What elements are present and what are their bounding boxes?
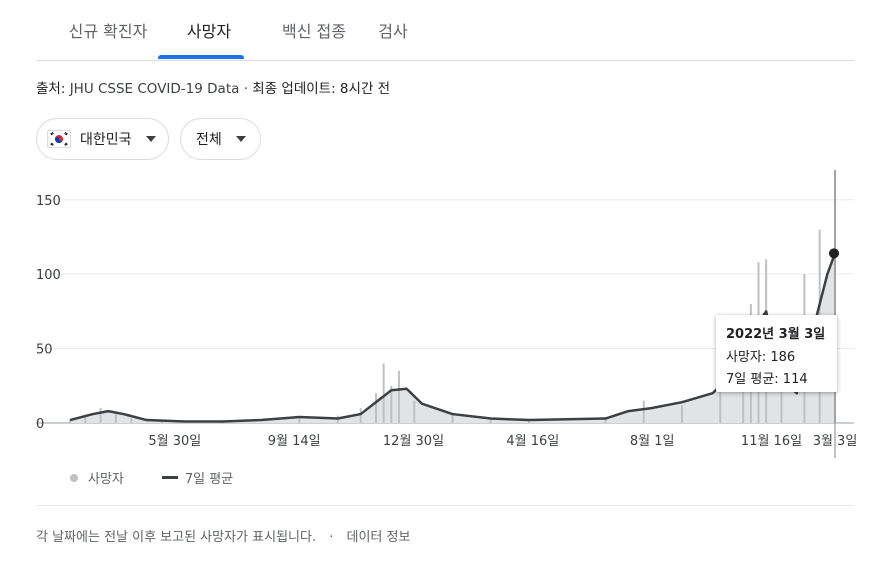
tab-tests[interactable]: 검사 (378, 22, 408, 41)
deaths-bar (298, 418, 301, 423)
y-tick-label: 100 (36, 268, 61, 283)
tab-vaccination[interactable]: 백신 접종 (282, 22, 346, 41)
legend-deaths-swatch (70, 473, 78, 482)
tab-bar: 신규 확진자 사망자 백신 접종 검사 (36, 0, 854, 61)
source-separator: · (243, 81, 248, 97)
legend-deaths-label: 사망자 (88, 472, 124, 487)
data-info-link[interactable]: 데이터 정보 (346, 530, 411, 545)
country-label: 대한민국 (80, 132, 132, 148)
footer-divider (36, 505, 854, 506)
legend-average-label: 7일 평균 (184, 472, 234, 487)
deaths-bar (489, 418, 492, 423)
last-updated: 최종 업데이트: 8시간 전 (252, 81, 391, 97)
deaths-bar (528, 420, 530, 423)
x-tick-label: 5월 30일 (148, 434, 201, 449)
south-korea-flag-icon (47, 130, 71, 148)
deaths-bar (130, 418, 133, 423)
x-tick-label: 12월 30일 (383, 434, 444, 449)
tab-deaths[interactable]: 사망자 (186, 22, 232, 41)
deaths-bar (604, 418, 607, 423)
range-dropdown[interactable]: 전체 (180, 118, 261, 160)
deaths-bar (397, 370, 400, 423)
country-dropdown[interactable]: 대한민국 (36, 118, 169, 160)
deaths-bar (681, 405, 683, 423)
deaths-bar (99, 408, 102, 423)
x-tick-label: 4월 16일 (506, 434, 559, 449)
deaths-bar (413, 400, 416, 423)
x-tick-label: 11월 16일 (741, 434, 802, 449)
highlight-point (829, 248, 839, 259)
tooltip-date: 2022년 3월 3일 (726, 327, 826, 342)
chart-tooltip: 2022년 3월 3일 사망자: 186 7일 평균: 114 (716, 315, 837, 392)
footer-note: 각 날짜에는 전날 이후 보고된 사망자가 표시됩니다. (36, 530, 317, 545)
average-line (69, 252, 837, 423)
deaths-bar (69, 420, 71, 423)
tab-new-cases[interactable]: 신규 확진자 (68, 22, 148, 41)
source-prefix: 출처: (36, 81, 66, 97)
deaths-bar (719, 385, 722, 423)
deaths-bar (780, 363, 783, 423)
legend-average-swatch (161, 476, 178, 479)
tooltip-average: 7일 평균: 114 (726, 372, 808, 387)
deaths-bar (160, 421, 163, 423)
footer: 각 날짜에는 전날 이후 보고된 사망자가 표시됩니다. · 데이터 정보 (36, 526, 410, 545)
y-tick-label: 150 (36, 194, 61, 209)
chart-legend: 사망자 7일 평균 (70, 468, 233, 487)
chevron-down-icon (235, 136, 246, 142)
deaths-bar (382, 363, 385, 423)
deaths-bar (359, 408, 362, 423)
data-source-line: 출처: JHU CSSE COVID-19 Data · 최종 업데이트: 8시… (36, 77, 390, 97)
footer-separator: · (329, 530, 334, 545)
deaths-bar (451, 414, 454, 423)
deaths-bar (375, 393, 377, 423)
x-tick-label: 9월 14일 (268, 434, 321, 449)
deaths-bar (114, 414, 117, 423)
range-label: 전체 (196, 132, 222, 148)
chevron-down-icon (145, 136, 156, 142)
deaths-bar (84, 415, 87, 423)
y-tick-label: 0 (36, 417, 44, 432)
tooltip-deaths: 사망자: 186 (726, 350, 796, 365)
deaths-bar (642, 400, 645, 423)
y-tick-label: 50 (36, 343, 53, 358)
deaths-bar (390, 385, 393, 423)
x-tick-label: 8월 1일 (630, 434, 675, 449)
source-name: JHU CSSE COVID-19 Data (69, 81, 240, 97)
active-tab-indicator (158, 55, 244, 59)
